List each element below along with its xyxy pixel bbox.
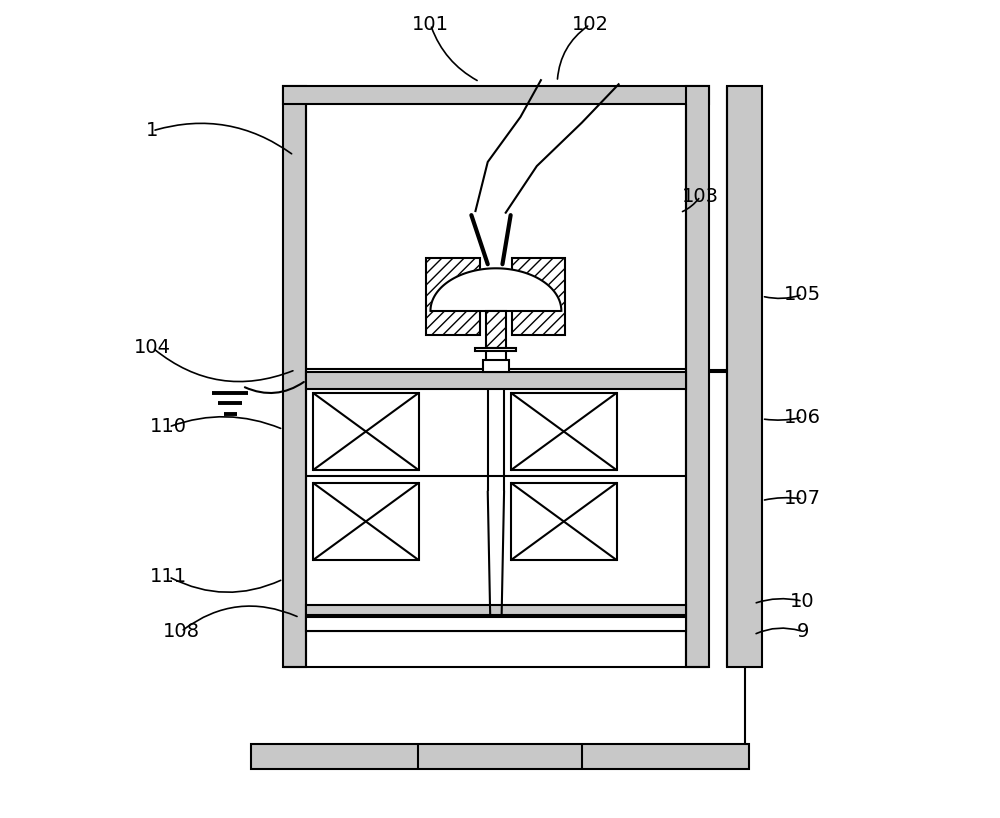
- Bar: [313, 393, 419, 470]
- Text: 1: 1: [146, 121, 159, 141]
- Text: 103: 103: [682, 187, 719, 206]
- Bar: [511, 483, 617, 560]
- Text: 101: 101: [412, 15, 449, 34]
- Bar: [313, 483, 419, 560]
- Text: 111: 111: [150, 567, 187, 587]
- Bar: [512, 258, 565, 335]
- Text: 106: 106: [784, 407, 821, 427]
- Text: 9: 9: [796, 622, 809, 641]
- Bar: [511, 393, 617, 470]
- Bar: [306, 372, 686, 389]
- Bar: [727, 86, 762, 667]
- Text: 105: 105: [784, 285, 821, 304]
- Bar: [686, 86, 709, 667]
- Text: 108: 108: [162, 622, 199, 641]
- Bar: [283, 86, 306, 667]
- Bar: [283, 86, 709, 104]
- Text: 102: 102: [571, 15, 608, 34]
- Bar: [486, 311, 506, 348]
- Text: 10: 10: [790, 591, 815, 611]
- Polygon shape: [430, 268, 561, 311]
- Bar: [306, 605, 686, 615]
- Text: 110: 110: [150, 417, 187, 437]
- Bar: [483, 360, 509, 372]
- Bar: [475, 348, 516, 351]
- Text: 107: 107: [784, 489, 821, 509]
- Bar: [306, 617, 686, 631]
- Bar: [426, 258, 480, 335]
- Bar: [251, 744, 749, 769]
- Text: 104: 104: [134, 338, 171, 357]
